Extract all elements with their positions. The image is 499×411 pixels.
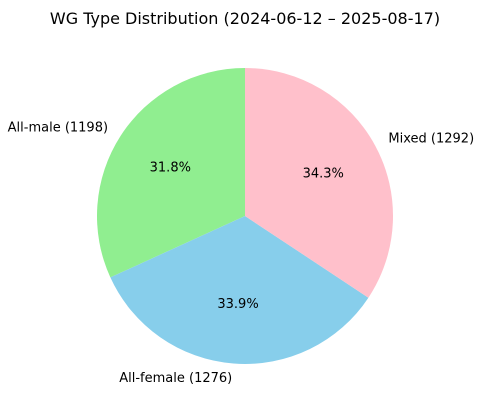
- chart-title: WG Type Distribution (2024-06-12 – 2025-…: [50, 9, 440, 28]
- pie-slice-all-female: [110, 216, 369, 365]
- slice-percent-all-female: 33.9%: [217, 297, 258, 312]
- pie-slices: [96, 68, 393, 365]
- slice-percent-mixed: 34.3%: [303, 166, 344, 181]
- slice-label-all-female: All-female (1276): [119, 371, 232, 386]
- slice-label-all-male: All-male (1198): [8, 120, 108, 135]
- pie-slice-mixed: [245, 68, 393, 298]
- slice-percent-all-male: 31.8%: [150, 160, 191, 175]
- slice-label-mixed: Mixed (1292): [388, 131, 474, 146]
- pie-labels: All-male (1198) 31.8% All-female (1276) 33.…: [8, 120, 475, 385]
- pie-slice-all-male: [96, 68, 245, 278]
